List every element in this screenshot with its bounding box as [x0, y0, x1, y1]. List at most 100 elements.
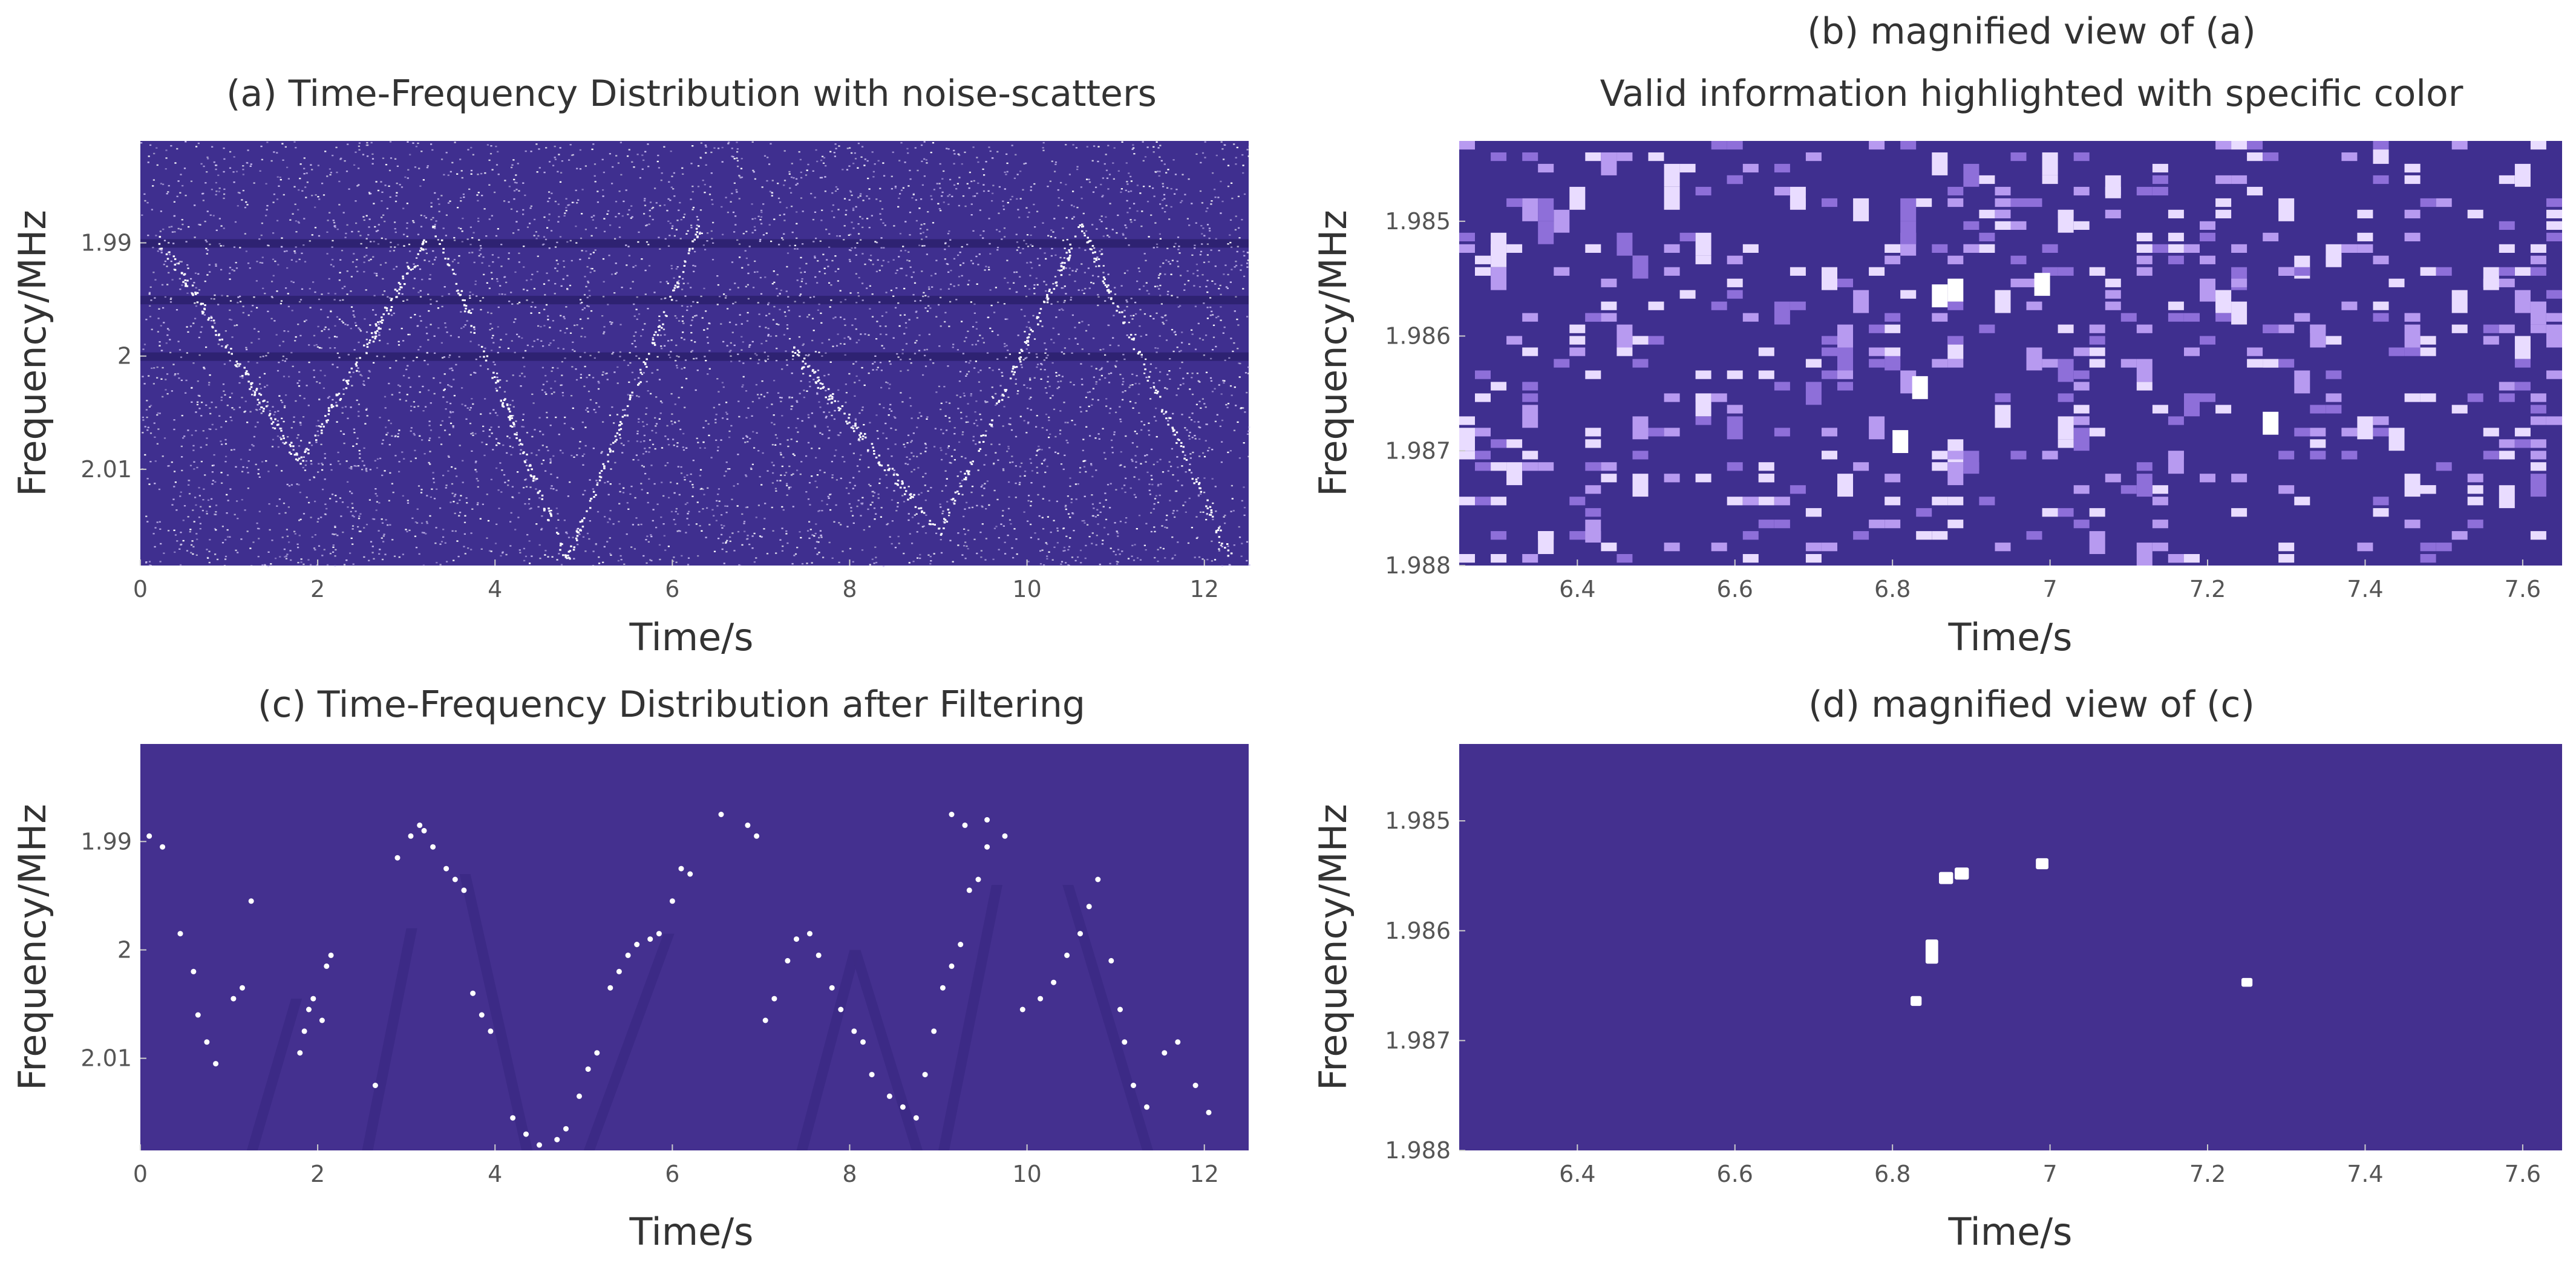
noise-point [829, 494, 831, 495]
noise-point [441, 305, 443, 307]
noise-point [1224, 514, 1226, 517]
noise-point [1168, 461, 1171, 463]
noise-point [301, 190, 304, 192]
noise-point [524, 194, 526, 197]
noise-point [920, 452, 922, 455]
noise-point [357, 367, 359, 369]
noise-point [279, 437, 281, 439]
noise-point [393, 268, 395, 270]
noise-point [723, 475, 726, 477]
noise-point [835, 186, 837, 188]
noise-point [1162, 183, 1164, 184]
noise-point [534, 429, 536, 431]
noise-point [977, 182, 979, 184]
noise-point [311, 234, 313, 236]
noise-point [907, 519, 910, 521]
noise-point [980, 556, 982, 558]
noise-point [576, 454, 578, 456]
noise-point [1122, 380, 1125, 383]
noise-point [917, 523, 920, 524]
noise-point [889, 536, 891, 538]
noise-point [852, 163, 855, 165]
noise-point [903, 333, 906, 334]
noise-point [588, 538, 590, 540]
noise-point [731, 192, 733, 195]
noise-point [497, 351, 499, 354]
noise-point [1080, 363, 1082, 365]
noise-point [924, 472, 927, 475]
noise-point [163, 240, 166, 241]
noise-point [1224, 359, 1226, 361]
noise-point [923, 223, 926, 225]
noise-point [859, 195, 861, 197]
noise-point [1246, 149, 1249, 151]
noise-point [786, 484, 788, 486]
noise-point [984, 559, 987, 561]
noise-point [730, 355, 732, 357]
noise-point [229, 416, 232, 418]
noise-point [419, 391, 421, 393]
noise-point [998, 537, 1000, 539]
noise-point [375, 230, 378, 232]
noise-point [453, 236, 456, 239]
noise-point [234, 221, 237, 223]
noise-point [745, 257, 748, 259]
noise-point [1130, 180, 1133, 182]
noise-point [534, 306, 537, 308]
noise-point [809, 385, 811, 388]
noise-point [397, 384, 400, 386]
noise-point [738, 416, 740, 418]
noise-point [1101, 195, 1103, 198]
noise-point [1214, 420, 1217, 422]
noise-point [668, 444, 670, 446]
noise-point [835, 148, 837, 149]
noise-point [898, 197, 900, 199]
noise-point [961, 480, 964, 481]
noise-point [236, 500, 238, 502]
noise-point [618, 213, 620, 215]
noise-point [909, 211, 912, 214]
noise-point [358, 411, 360, 413]
noise-point [164, 260, 166, 263]
noise-point [182, 540, 185, 542]
noise-point [1236, 146, 1238, 149]
noise-point [1212, 324, 1215, 326]
noise-point [463, 533, 466, 535]
noise-point [175, 263, 178, 264]
noise-point [1247, 155, 1250, 157]
noise-point [171, 231, 174, 233]
noise-point [218, 243, 221, 245]
noise-point [355, 325, 358, 327]
noise-point [1038, 515, 1041, 517]
noise-point [783, 474, 786, 476]
noise-point [1064, 506, 1067, 508]
noise-point [1177, 480, 1179, 481]
noise-point [563, 215, 566, 217]
noise-point [875, 198, 878, 200]
noise-point [1062, 240, 1065, 241]
noise-point [758, 359, 760, 361]
noise-point [1065, 183, 1067, 186]
noise-point [697, 555, 699, 557]
noise-point [1087, 267, 1090, 269]
noise-point [511, 303, 514, 305]
noise-point [364, 318, 366, 320]
noise-point [754, 353, 757, 354]
noise-point [1117, 214, 1119, 217]
noise-point [1073, 384, 1075, 386]
noise-point [1071, 314, 1074, 316]
noise-point [834, 455, 836, 457]
noise-point [348, 467, 351, 469]
noise-point [1108, 412, 1111, 414]
noise-point [1169, 500, 1171, 501]
noise-point [551, 192, 553, 194]
noise-point [388, 382, 390, 385]
noise-point [864, 263, 866, 266]
noise-point [722, 233, 724, 235]
noise-point [518, 492, 520, 494]
noise-point [1238, 457, 1241, 459]
noise-point [911, 197, 914, 199]
noise-point [961, 246, 963, 248]
noise-point [622, 492, 625, 494]
noise-point [267, 471, 270, 472]
